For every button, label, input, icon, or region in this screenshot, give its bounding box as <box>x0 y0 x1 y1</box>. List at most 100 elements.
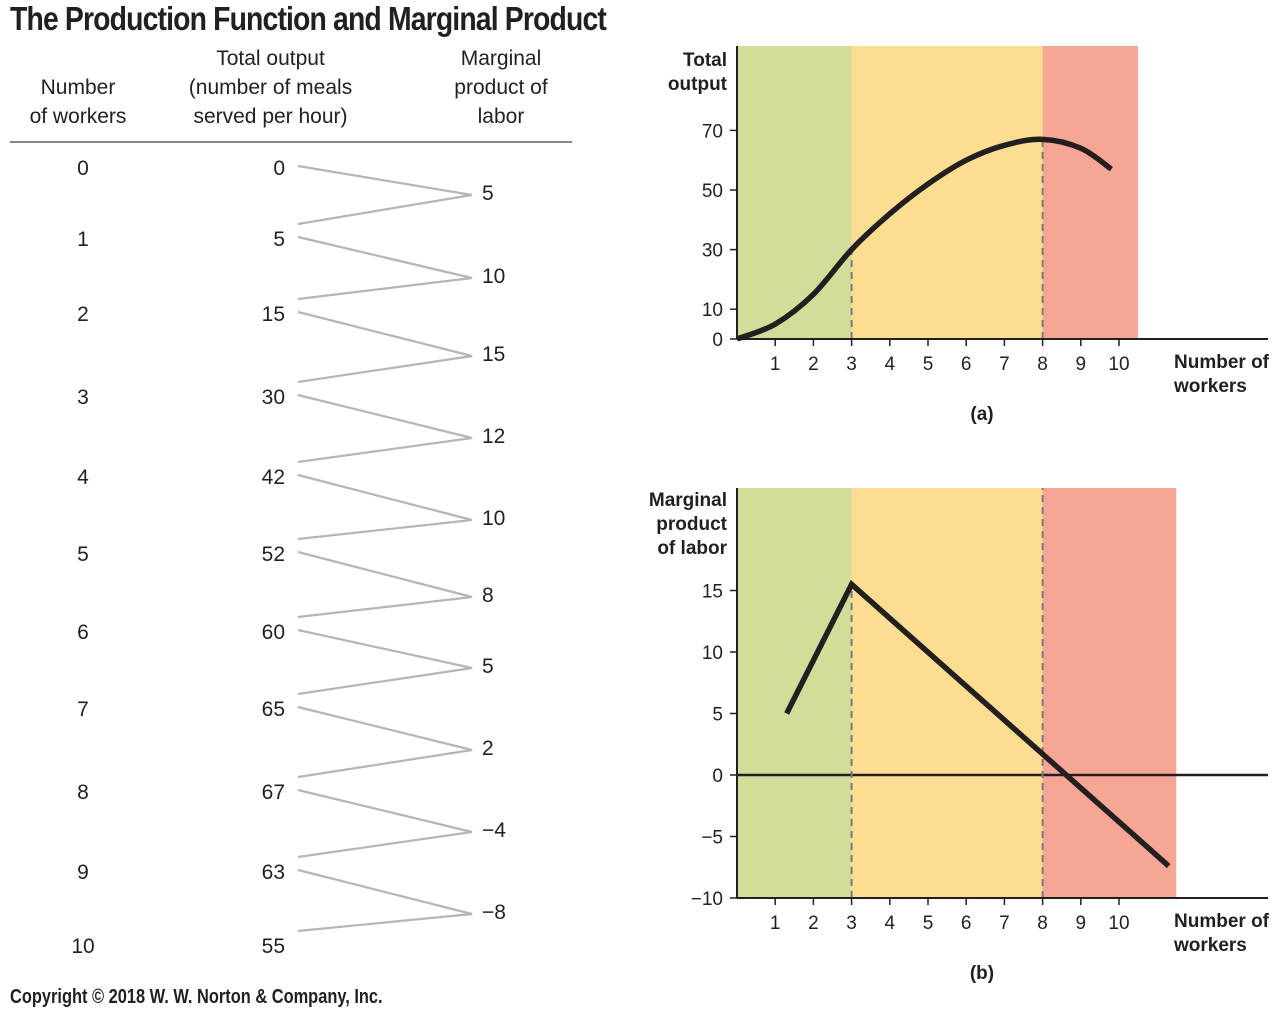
connector-line <box>297 788 473 859</box>
workers-cell: 10 <box>71 935 95 958</box>
shaded-region-negative <box>1042 46 1139 339</box>
series-line <box>736 136 1113 342</box>
x-tick-label: 5 <box>923 913 934 934</box>
chart-total-output: 1 2 3 4 5 6 7 8 9 10 0 10 30 50 70 Total output Number of… <box>668 46 1270 425</box>
y-axis-label: Marginal <box>649 490 727 511</box>
series-line <box>784 579 1171 869</box>
total-output-cell: 30 <box>261 386 285 409</box>
total-output-cell: 63 <box>261 861 285 884</box>
total-output-cell: 55 <box>261 935 285 958</box>
x-tick-label: 7 <box>999 354 1010 375</box>
y-tick-label: 5 <box>712 705 723 726</box>
workers-cell: 3 <box>77 386 89 409</box>
connector-line <box>297 235 473 301</box>
total-output-cell: 5 <box>273 228 285 251</box>
x-tick-label: 4 <box>885 913 896 934</box>
y-tick-label: −10 <box>691 889 723 910</box>
y-tick-label: 10 <box>702 300 723 321</box>
x-tick-label: 1 <box>770 354 781 375</box>
y-axis-label: output <box>668 74 728 95</box>
marginal-product-cell: 8 <box>482 584 494 607</box>
panel-label: (b) <box>970 963 994 984</box>
header-number-of-workers: Number of workers <box>18 73 138 131</box>
shaded-region-increasing <box>737 46 852 339</box>
x-tick-label: 6 <box>961 913 972 934</box>
total-output-cell: 60 <box>261 621 285 644</box>
connector-line <box>297 628 473 696</box>
total-output-cell: 0 <box>273 157 285 180</box>
x-tick-label: 2 <box>808 913 819 934</box>
connector-line <box>297 164 473 226</box>
x-tick-label: 4 <box>885 354 896 375</box>
y-tick-label: −5 <box>701 828 723 849</box>
x-tick-label: 9 <box>1076 354 1087 375</box>
x-tick-label: 7 <box>999 913 1010 934</box>
workers-cell: 9 <box>77 861 89 884</box>
page-title: The Production Function and Marginal Pro… <box>10 0 607 37</box>
x-axis-label: Number of <box>1174 911 1270 932</box>
marginal-product-cell: −4 <box>482 819 506 842</box>
x-axis-label: Number of <box>1174 352 1270 373</box>
header-marginal-product: Marginal product of labor <box>436 44 566 131</box>
total-output-cell: 65 <box>261 698 285 721</box>
workers-cell: 8 <box>77 781 89 804</box>
x-tick-label: 8 <box>1037 913 1048 934</box>
workers-cell: 1 <box>77 228 89 251</box>
y-tick-label: 70 <box>702 121 723 142</box>
y-tick-label: 10 <box>702 643 723 664</box>
shaded-region-negative <box>1042 488 1177 898</box>
copyright-notice: Copyright © 2018 W. W. Norton & Company,… <box>10 986 383 1008</box>
header-line: Number <box>40 76 116 99</box>
marginal-product-cell: −8 <box>482 901 506 924</box>
header-line: served per hour) <box>193 105 348 128</box>
table-header-rule <box>10 141 572 143</box>
marginal-product-cell: 2 <box>482 737 494 760</box>
total-output-cell: 67 <box>261 781 285 804</box>
connector-line <box>297 393 473 464</box>
y-axis-label: product <box>656 514 727 535</box>
header-total-output: Total output (number of meals served per… <box>168 44 373 131</box>
x-tick-label: 9 <box>1076 913 1087 934</box>
x-tick-label: 2 <box>808 354 819 375</box>
connector-line <box>297 310 473 384</box>
connector-lines <box>297 164 473 933</box>
x-tick-label: 10 <box>1108 913 1129 934</box>
x-tick-label: 8 <box>1037 354 1048 375</box>
workers-cell: 7 <box>77 698 89 721</box>
y-tick-label: 0 <box>712 766 723 787</box>
y-tick-label: 15 <box>702 582 723 603</box>
shaded-region-diminishing <box>851 488 1043 898</box>
shaded-region-diminishing <box>851 46 1043 339</box>
panel-label: (a) <box>970 404 993 425</box>
x-tick-label: 3 <box>846 354 857 375</box>
header-line: (number of meals <box>188 76 353 99</box>
connector-line <box>297 868 473 933</box>
connector-line <box>297 550 473 619</box>
total-output-cell: 52 <box>261 543 285 566</box>
header-line: Total output <box>216 47 325 70</box>
marginal-product-cell: 5 <box>482 655 494 678</box>
workers-cell: 2 <box>77 303 89 326</box>
workers-cell: 0 <box>77 157 89 180</box>
workers-cell: 6 <box>77 621 89 644</box>
total-output-cell: 15 <box>261 303 285 326</box>
header-line: of workers <box>29 105 127 128</box>
connector-line <box>297 473 473 541</box>
header-line: product of <box>454 76 548 99</box>
y-tick-label: 0 <box>712 330 723 351</box>
header-line: labor <box>477 105 525 128</box>
x-tick-label: 10 <box>1108 354 1129 375</box>
connector-line <box>297 705 473 779</box>
workers-cell: 5 <box>77 543 89 566</box>
workers-cell: 4 <box>77 466 89 489</box>
marginal-product-cell: 5 <box>482 182 494 205</box>
x-tick-label: 1 <box>770 913 781 934</box>
marginal-product-cell: 10 <box>482 507 506 530</box>
header-line: Marginal <box>460 47 542 70</box>
y-tick-label: 30 <box>702 241 723 262</box>
x-tick-label: 5 <box>923 354 934 375</box>
marginal-product-cell: 15 <box>482 343 506 366</box>
x-axis-label: workers <box>1173 376 1247 397</box>
x-axis-label: workers <box>1173 935 1247 956</box>
